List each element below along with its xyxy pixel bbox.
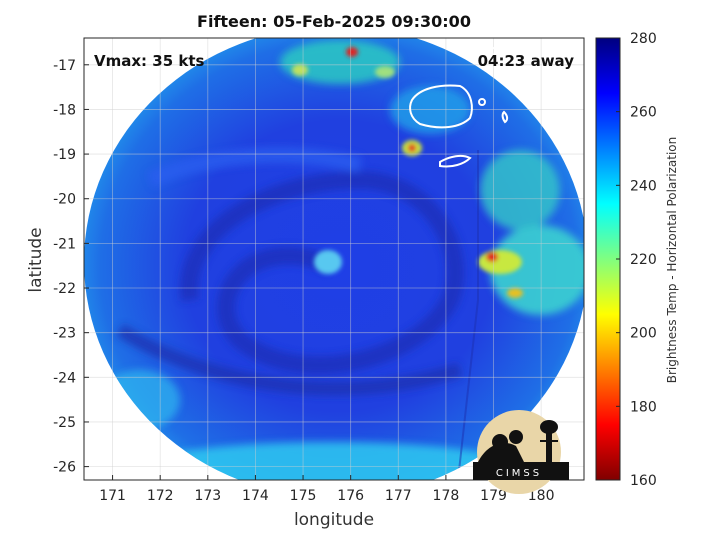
y-tick-label: -19 bbox=[53, 147, 76, 163]
x-tick-label: 172 bbox=[147, 488, 174, 504]
x-tick-label: 178 bbox=[433, 488, 460, 504]
logo-text: CIMSS bbox=[496, 468, 542, 479]
x-tick-label: 179 bbox=[480, 488, 507, 504]
y-tick-label: -20 bbox=[53, 192, 76, 208]
y-tick-label: -23 bbox=[53, 326, 76, 342]
time-away-label: 04:23 away bbox=[477, 52, 574, 70]
x-tick-label: 177 bbox=[385, 488, 412, 504]
colorbar-tick-label: 260 bbox=[630, 105, 657, 121]
x-tick-label: 174 bbox=[242, 488, 269, 504]
chart-title: Fifteen: 05-Feb-2025 09:30:00 bbox=[197, 12, 471, 31]
y-tick-label: -26 bbox=[53, 460, 76, 476]
axes-frame bbox=[83, 37, 585, 481]
y-tick-label: -17 bbox=[53, 58, 76, 74]
y-axis-label: latitude bbox=[26, 227, 46, 293]
colorbar-tick-label: 200 bbox=[630, 326, 657, 342]
coastlines bbox=[409, 40, 524, 168]
y-tick-label: -24 bbox=[53, 370, 76, 386]
y-tick-label: -21 bbox=[53, 236, 76, 252]
x-tick-labels: 171 172 173 174 175 176 177 178 179 180 bbox=[99, 488, 554, 504]
vmax-label: Vmax: 35 kts bbox=[94, 52, 205, 70]
x-tick-label: 171 bbox=[99, 488, 126, 504]
colorbar-tick-labels: 280 260 240 220 200 180 160 bbox=[616, 31, 657, 489]
colorbar-tick-label: 160 bbox=[630, 473, 657, 489]
x-tick-label: 173 bbox=[194, 488, 221, 504]
colorbar-tick-label: 280 bbox=[630, 31, 657, 47]
y-tick-label: -22 bbox=[53, 281, 76, 297]
colorbar-tick-label: 180 bbox=[630, 399, 657, 415]
y-tick-label: -25 bbox=[53, 415, 76, 431]
colorbar-tick-label: 240 bbox=[630, 178, 657, 194]
colorbar-tick-label: 220 bbox=[630, 252, 657, 268]
x-axis-label: longitude bbox=[293, 510, 375, 530]
cimss-logo: CIMSS bbox=[473, 410, 569, 494]
grid-lines bbox=[84, 38, 584, 480]
x-tick-label: 176 bbox=[337, 488, 364, 504]
y-tick-label: -18 bbox=[53, 102, 76, 118]
colorbar-label: Brightness Temp - Horizontal Polarizatio… bbox=[665, 136, 679, 384]
y-tick-labels: -17 -18 -19 -20 -21 -22 -23 -24 -25 -26 bbox=[53, 58, 76, 476]
x-tick-label: 175 bbox=[290, 488, 317, 504]
x-tick-label: 180 bbox=[528, 488, 555, 504]
